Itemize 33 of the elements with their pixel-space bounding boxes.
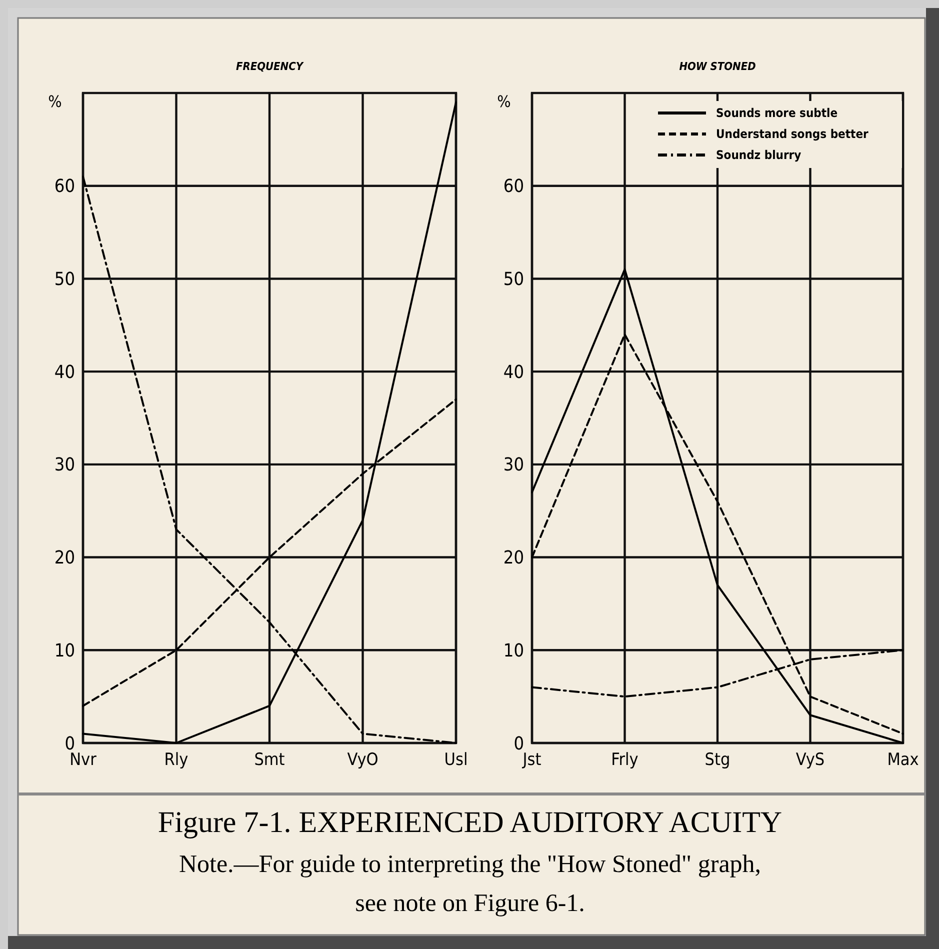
x-tick-label: Stg [704,750,730,770]
y-tick-label: 30 [54,454,75,476]
legend-label: Soundz blurry [716,148,802,162]
y-tick-label: 60 [54,176,75,198]
y-tick-label: 40 [503,362,524,383]
y-tick-label: 30 [503,454,524,476]
y-tick-label: 10 [503,640,524,662]
legend-label: Sounds more subtle [716,106,838,120]
x-tick-label: Smt [254,750,285,770]
chart-title: FREQUENCY [236,60,305,73]
legend-label: Understand songs better [716,127,870,142]
y-tick-label: 50 [503,269,524,290]
x-tick-label: Max [887,750,919,770]
x-tick-label: Rly [164,750,188,770]
y-axis-title: % [497,92,511,111]
y-tick-label: 40 [54,362,75,383]
y-tick-label: 20 [54,548,75,569]
y-axis-title: % [48,92,62,111]
y-tick-label: 50 [54,269,75,290]
x-tick-label: Frly [611,750,638,770]
y-tick-label: 60 [503,176,524,198]
x-tick-label: VyS [796,750,825,770]
x-tick-label: VyO [347,750,378,770]
text: Note.—For guide to interpreting the "How Stoned" graph, [178,851,762,878]
y-tick-label: 20 [503,548,524,569]
y-tick-label: 0 [514,733,524,754]
x-tick-label: Jst [522,750,542,770]
y-tick-label: 10 [54,640,75,662]
x-tick-label: Usl [444,750,468,770]
text: see note on Figure 6-1. [355,890,585,917]
caption: Figure 7-1. EXPERIENCED AUDITORY ACUITY [158,806,782,839]
x-tick-label: Nvr [70,750,98,770]
chart-title: HOW STONED [679,60,756,73]
